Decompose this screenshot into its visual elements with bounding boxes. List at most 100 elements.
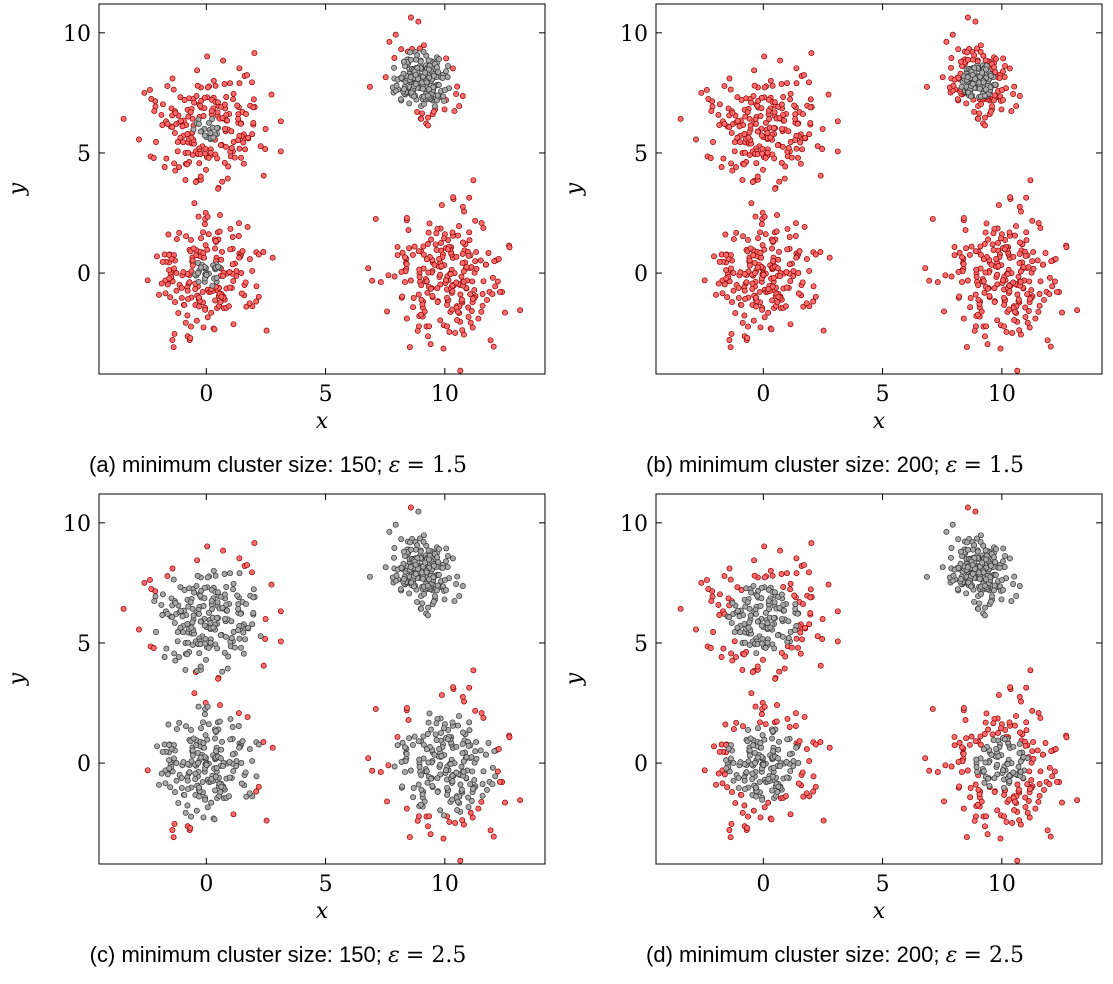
outlier-point <box>812 293 819 300</box>
x-axis-label: x <box>873 409 886 434</box>
outlier-point <box>219 248 225 255</box>
outlier-point <box>724 784 731 791</box>
inlier-point <box>489 781 496 788</box>
outlier-point <box>246 256 253 263</box>
inlier-point <box>226 774 233 781</box>
outlier-point <box>1025 798 1032 804</box>
outlier-point <box>980 256 987 263</box>
outlier-point <box>701 277 708 284</box>
outlier-point <box>240 139 247 146</box>
outlier-point <box>433 247 440 253</box>
outlier-point <box>458 273 465 280</box>
outlier-point <box>1022 742 1029 749</box>
outlier-point <box>236 80 243 87</box>
outlier-point <box>1009 819 1016 826</box>
inlier-point <box>980 569 987 576</box>
inlier-point <box>210 134 217 141</box>
outlier-point <box>221 159 228 166</box>
outlier-point <box>202 242 209 249</box>
outlier-point <box>762 119 769 126</box>
outlier-point <box>153 139 159 145</box>
inlier-point <box>1010 743 1017 750</box>
inlier-point <box>443 558 449 565</box>
inlier-point <box>174 629 181 636</box>
outlier-point <box>770 125 777 131</box>
inlier-point <box>939 564 946 571</box>
outlier-point <box>825 91 832 98</box>
outlier-point <box>751 557 758 564</box>
outlier-point <box>169 565 176 572</box>
outlier-point <box>723 267 730 274</box>
outlier-point <box>1037 768 1044 775</box>
inlier-point <box>485 740 492 746</box>
inlier-point <box>189 747 196 754</box>
inlier-point <box>412 71 419 78</box>
outlier-point <box>797 629 804 636</box>
outlier-point <box>1036 792 1043 799</box>
outlier-point <box>1040 751 1046 758</box>
inlier-point <box>415 738 422 745</box>
inlier-point <box>190 735 197 742</box>
outlier-point <box>184 131 191 137</box>
inlier-point <box>195 784 202 791</box>
inlier-point <box>1016 740 1023 747</box>
outlier-point <box>791 592 798 599</box>
outlier-point <box>795 290 802 297</box>
outlier-point <box>262 636 269 642</box>
outlier-point <box>967 295 974 301</box>
x-tick-label: 0 <box>756 872 770 897</box>
outlier-point <box>1037 224 1044 231</box>
outlier-point <box>191 99 198 106</box>
inlier-point <box>437 807 444 814</box>
outlier-point <box>1025 308 1032 314</box>
inlier-point <box>181 791 188 798</box>
inlier-point <box>758 622 765 629</box>
outlier-point <box>517 797 524 804</box>
caption-c-text: minimum cluster size: 150; <box>121 942 382 967</box>
inlier-point <box>415 781 422 788</box>
outlier-point <box>722 721 729 728</box>
outlier-point <box>977 48 984 55</box>
inlier-point <box>434 554 440 561</box>
panel-a: 0 5 10 0 5 10 x y (a) minimum cluster size: 150… <box>0 0 556 492</box>
outlier-point <box>249 131 256 138</box>
outlier-point <box>943 38 950 45</box>
inlier-point <box>423 52 430 59</box>
outlier-point <box>214 99 221 106</box>
outlier-point <box>955 74 962 81</box>
inlier-point <box>224 665 231 672</box>
outlier-point <box>734 134 741 141</box>
inlier-point <box>955 536 962 543</box>
inlier-point <box>425 57 432 64</box>
outlier-point <box>197 173 204 180</box>
inlier-point <box>954 586 961 593</box>
outlier-point <box>971 817 978 824</box>
outlier-point <box>982 719 989 726</box>
inlier-point <box>197 128 204 135</box>
inlier-point <box>391 64 397 71</box>
outlier-point <box>783 269 790 275</box>
outlier-point <box>1006 229 1013 236</box>
outlier-point <box>410 304 417 311</box>
outlier-point <box>384 798 390 805</box>
inlier-point <box>771 645 778 652</box>
outlier-point <box>204 53 211 60</box>
outlier-point <box>453 253 460 260</box>
outlier-point <box>750 92 757 99</box>
outlier-point <box>716 101 723 108</box>
inlier-point <box>454 798 461 805</box>
inlier-point <box>173 760 180 767</box>
outlier-point <box>255 783 262 790</box>
inlier-point <box>176 654 182 661</box>
inlier-point <box>748 589 755 596</box>
inlier-point <box>778 591 785 598</box>
inlier-point <box>420 538 427 545</box>
inlier-point <box>412 561 419 568</box>
inlier-point <box>976 600 983 607</box>
outlier-point <box>1006 719 1013 726</box>
outlier-point <box>437 317 444 324</box>
outlier-point <box>817 739 824 745</box>
outlier-point <box>787 811 794 818</box>
inlier-point <box>151 598 158 605</box>
